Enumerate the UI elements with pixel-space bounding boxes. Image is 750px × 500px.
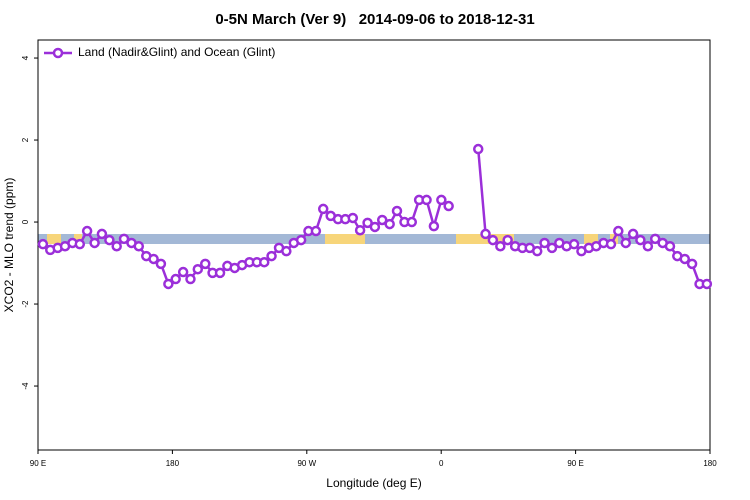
- data-point: [317, 203, 329, 215]
- data-point: [649, 233, 661, 245]
- x-tick-label: 90 E: [30, 459, 46, 468]
- data-point: [185, 273, 196, 285]
- data-point: [421, 194, 432, 206]
- data-point: [177, 266, 189, 278]
- data-point: [627, 228, 639, 240]
- y-axis-label: XCO2 - MLO trend (ppm): [2, 178, 16, 313]
- data-point: [192, 263, 204, 275]
- data-point: [89, 237, 100, 249]
- data-point: [664, 240, 676, 252]
- data-point: [679, 253, 691, 265]
- data-point: [620, 237, 632, 249]
- x-tick-label: 180: [703, 459, 717, 468]
- data-point: [281, 245, 292, 257]
- x-axis-label: Longitude (deg E): [326, 476, 421, 490]
- data-point: [310, 225, 322, 237]
- data-point: [163, 278, 174, 290]
- data-point: [406, 216, 418, 228]
- data-point: [635, 234, 646, 246]
- data-point: [568, 238, 580, 250]
- data-point: [472, 143, 484, 155]
- data-point: [428, 220, 440, 232]
- data-point: [605, 238, 617, 250]
- data-point: [376, 214, 388, 226]
- data-point: [148, 253, 159, 265]
- data-point: [347, 212, 359, 224]
- legend-label: Land (Nadir&Glint) and Ocean (Glint): [78, 45, 275, 59]
- y-tick-label: 0: [21, 219, 30, 224]
- x-tick-label: 90 E: [567, 459, 583, 468]
- land-segment: [584, 234, 598, 244]
- data-point: [200, 258, 211, 270]
- data-point: [436, 194, 447, 206]
- data-point: [642, 240, 654, 252]
- data-point: [362, 217, 373, 229]
- data-point: [613, 225, 624, 237]
- land-segment: [325, 234, 365, 244]
- y-tick-label: 2: [21, 137, 30, 142]
- x-tick-label: 0: [439, 459, 444, 468]
- data-point: [701, 278, 713, 290]
- data-point: [480, 228, 491, 240]
- data-point: [443, 200, 454, 212]
- data-point: [391, 205, 403, 217]
- data-point: [111, 240, 122, 252]
- data-point: [170, 273, 181, 285]
- data-point: [37, 238, 49, 250]
- data-point: [133, 240, 145, 252]
- data-point: [354, 224, 366, 236]
- ocean-band: [38, 234, 710, 244]
- data-point: [258, 256, 270, 268]
- legend-marker: [52, 47, 64, 59]
- data-point: [96, 228, 108, 240]
- data-point: [546, 242, 558, 254]
- data-point: [74, 238, 86, 250]
- data-point: [369, 221, 381, 233]
- data-point: [81, 225, 93, 237]
- x-tick-label: 180: [166, 459, 180, 468]
- y-tick-label: 4: [21, 55, 30, 60]
- data-point: [531, 245, 543, 257]
- data-point: [495, 240, 506, 252]
- y-tick-label: -4: [21, 382, 30, 390]
- data-point: [295, 234, 307, 246]
- data-point: [118, 233, 130, 245]
- data-point: [384, 218, 395, 230]
- data-point: [686, 258, 698, 270]
- data-point: [502, 234, 513, 246]
- legend: Land (Nadir&Glint) and Ocean (Glint): [44, 45, 275, 59]
- data-point: [539, 237, 550, 249]
- data-point: [104, 234, 115, 246]
- land-segment: [47, 234, 61, 244]
- data-point: [487, 234, 499, 246]
- chart-title: 0-5N March (Ver 9) 2014-09-06 to 2018-12…: [215, 11, 534, 28]
- y-tick-label: -2: [21, 300, 30, 308]
- data-point: [214, 267, 226, 279]
- x-tick-label: 90 W: [297, 459, 316, 468]
- data-point: [155, 258, 167, 270]
- data-point: [266, 250, 277, 262]
- land-segment: [74, 234, 82, 244]
